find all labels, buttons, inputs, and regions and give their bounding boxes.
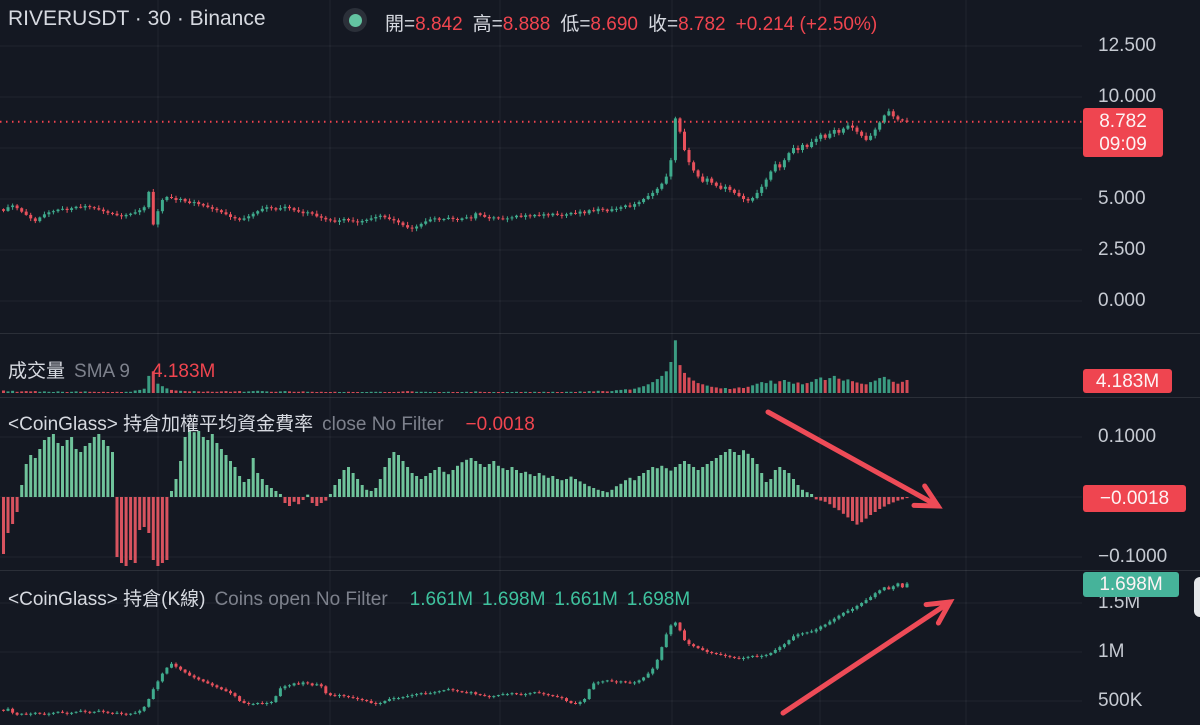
symbol-legend[interactable]: RIVERUSDT · 30 · Binance — [8, 7, 266, 31]
oi-title: <CoinGlass> 持倉(K線) — [8, 589, 206, 610]
market-status-icon[interactable] — [343, 8, 367, 32]
high-label: 高= — [472, 14, 503, 35]
open-value: 8.842 — [415, 14, 463, 35]
volume-value-badge: 4.183M — [1083, 369, 1172, 393]
oi-param: Coins open No Filter — [214, 589, 388, 610]
funding-legend[interactable]: <CoinGlass> 持倉加權平均資金費率 close No Filter −… — [8, 409, 535, 436]
price-axis-label: 10.000 — [1098, 86, 1157, 107]
funding-value: −0.0018 — [465, 414, 535, 435]
volume-title: 成交量 — [8, 361, 66, 382]
ohlc-legend: 開=8.842 高=8.888 低=8.690 收=8.782 +0.214 (… — [385, 9, 877, 36]
close-label: 收= — [647, 14, 679, 35]
price-axis-label: 5.000 — [1098, 188, 1146, 209]
open-interest-legend[interactable]: <CoinGlass> 持倉(K線) Coins open No Filter … — [8, 584, 690, 611]
oi-axis-label: 1M — [1098, 641, 1125, 662]
funding-down-arrow[interactable] — [765, 409, 943, 509]
volume-param: SMA 9 — [74, 361, 130, 382]
low-value: 8.690 — [590, 14, 638, 35]
low-label: 低= — [560, 14, 591, 35]
volume-legend[interactable]: 成交量 SMA 9 4.183M — [8, 356, 215, 383]
status-dot-icon — [348, 13, 362, 27]
close-value: 8.782 — [678, 14, 726, 35]
oi-low-value: 1.661M — [554, 589, 618, 610]
oi-up-arrow[interactable] — [780, 598, 955, 716]
oi-badge-value: 1.698M — [1099, 574, 1163, 595]
open-label: 開= — [385, 14, 416, 35]
funding-param: close No Filter — [322, 414, 444, 435]
pane-edge-button[interactable] — [1194, 577, 1200, 617]
price-axis-label: 0.000 — [1098, 290, 1146, 311]
change-value: +0.214 (+2.50%) — [735, 14, 878, 35]
oi-value-badge: 1.698M — [1083, 572, 1179, 597]
oi-high-value: 1.698M — [482, 589, 546, 610]
volume-badge-value: 4.183M — [1095, 370, 1160, 392]
countdown-timer: 09:09 — [1099, 133, 1147, 155]
funding-axis-label: 0.1000 — [1098, 426, 1157, 447]
funding-badge-value: −0.0018 — [1099, 488, 1170, 509]
last-price-badge: 8.782 09:09 — [1083, 108, 1163, 157]
price-axis-label: 2.500 — [1098, 239, 1146, 260]
high-value: 8.888 — [502, 14, 551, 35]
symbol-title: RIVERUSDT · 30 · Binance — [8, 7, 266, 30]
price-axis-label: 12.500 — [1098, 35, 1157, 56]
funding-axis-label: −0.1000 — [1098, 546, 1168, 567]
oi-open-value: 1.661M — [409, 589, 474, 610]
volume-value: 4.183M — [152, 361, 216, 382]
funding-title: <CoinGlass> 持倉加權平均資金費率 — [8, 414, 314, 435]
oi-close-value: 1.698M — [626, 589, 691, 610]
oi-axis-label: 1.5M — [1098, 592, 1141, 613]
last-price-value: 8.782 — [1099, 110, 1147, 132]
funding-value-badge: −0.0018 — [1083, 485, 1186, 512]
oi-axis-label: 500K — [1098, 690, 1143, 711]
